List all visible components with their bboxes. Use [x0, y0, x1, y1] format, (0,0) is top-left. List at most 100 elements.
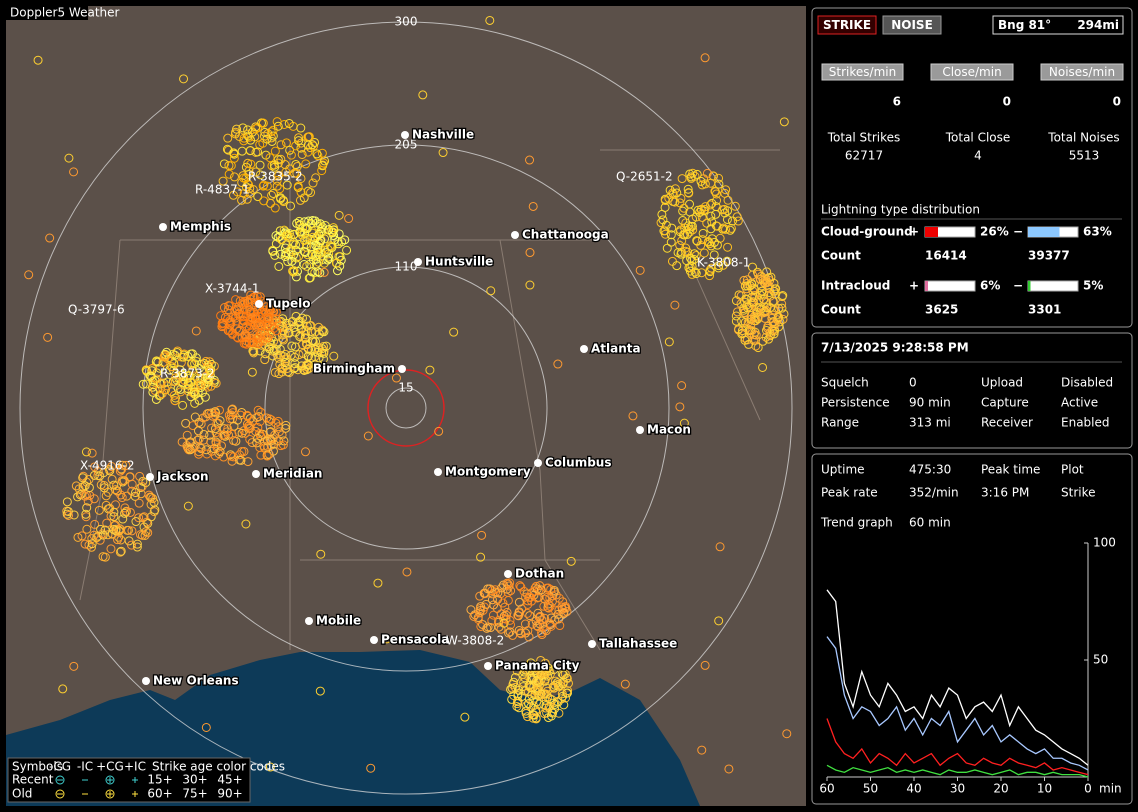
city-label: Macon	[647, 423, 691, 437]
strike-symbol	[140, 530, 150, 540]
strike-symbol	[308, 232, 318, 242]
strike-symbol	[276, 441, 286, 451]
strike-symbol	[271, 307, 281, 317]
strike-symbol	[69, 510, 79, 520]
legend-age: 15+	[147, 773, 172, 787]
strike-symbol	[118, 460, 128, 470]
strike-symbol	[295, 195, 305, 205]
strike-symbol	[672, 188, 682, 198]
strike-symbol	[162, 381, 172, 391]
city-dot	[370, 636, 378, 644]
strike-symbol	[727, 216, 737, 226]
strike-symbol	[779, 117, 789, 127]
strike-symbol	[162, 347, 172, 357]
strike-symbol	[273, 416, 283, 426]
strike-symbol	[268, 189, 278, 199]
strike-symbol	[69, 661, 79, 671]
strike-symbol	[535, 667, 545, 677]
strike-symbol	[731, 316, 741, 326]
strike-symbol	[255, 160, 265, 170]
strike-symbol	[765, 327, 775, 337]
pct-label: 63%	[1083, 225, 1112, 239]
strike-symbol	[272, 181, 282, 191]
strike-symbol	[546, 621, 556, 631]
strike-symbol	[760, 313, 770, 323]
strike-symbol	[769, 329, 779, 339]
strike-symbol	[201, 356, 211, 366]
setting-text: 90 min	[909, 396, 951, 410]
city-label: Dothan	[515, 567, 564, 581]
strike-button[interactable]	[817, 15, 877, 35]
strike-symbol	[234, 455, 244, 465]
strike-symbol	[711, 189, 721, 199]
strike-symbol	[764, 334, 774, 344]
strike-symbol	[762, 277, 772, 287]
strike-symbol	[340, 235, 350, 245]
setting-text: 313 mi	[909, 416, 951, 430]
strike-symbol	[563, 678, 573, 688]
city-dot	[142, 677, 150, 685]
strike-symbol	[699, 248, 709, 258]
legend-symbol	[105, 789, 115, 799]
strike-symbol	[237, 428, 247, 438]
strike-symbol	[740, 335, 750, 345]
strike-symbol	[282, 138, 292, 148]
strike-symbol	[287, 256, 297, 266]
strike-symbol	[747, 279, 757, 289]
strike-symbol	[62, 509, 72, 519]
strike-symbol	[274, 261, 284, 271]
sensor-label: R-3873-2	[160, 367, 215, 381]
trend-line	[826, 636, 1089, 771]
strike-symbol	[670, 300, 680, 310]
pct-bar-track	[924, 280, 976, 292]
legend-age: 90+	[217, 787, 242, 801]
strike-symbol	[731, 296, 741, 306]
strike-symbol	[310, 137, 320, 147]
pct-bar	[1028, 281, 1031, 291]
strike-symbol	[687, 255, 697, 265]
strike-symbol	[272, 117, 282, 127]
legend-box	[7, 757, 251, 803]
strike-symbol	[176, 384, 186, 394]
strike-symbol	[137, 482, 147, 492]
noise-button[interactable]	[882, 15, 942, 35]
strike-symbol	[194, 363, 204, 373]
strike-symbol	[712, 196, 722, 206]
setting-text: Range	[821, 416, 859, 430]
strike-symbol	[251, 167, 261, 177]
strike-symbol	[293, 181, 303, 191]
legend-label: Strike age color codes	[152, 760, 285, 774]
strike-symbol	[692, 169, 702, 179]
strike-symbol	[402, 567, 412, 577]
strike-symbol	[259, 180, 269, 190]
strike-symbol	[334, 252, 344, 262]
strike-symbol	[149, 497, 159, 507]
trend-line	[826, 718, 1089, 776]
legend-header: -IC	[77, 760, 93, 774]
strike-symbol	[524, 632, 534, 642]
strike-symbol	[190, 412, 200, 422]
trend-line	[826, 589, 1089, 766]
x-tick-label: 40	[906, 782, 921, 796]
strike-symbol	[116, 546, 126, 556]
strike-symbol	[300, 228, 310, 238]
strike-symbol	[164, 353, 174, 363]
strike-symbol	[174, 373, 184, 383]
rate-label: Strikes/min	[829, 65, 896, 79]
city-dot	[534, 459, 542, 467]
strike-symbol	[308, 216, 318, 226]
strike-symbol	[82, 524, 92, 534]
strike-symbol	[242, 194, 252, 204]
strike-symbol	[751, 330, 761, 340]
strike-symbol	[529, 710, 539, 720]
strike-symbol	[134, 498, 144, 508]
strike-symbol	[187, 349, 197, 359]
strike-symbol	[662, 243, 672, 253]
strike-symbol	[528, 201, 538, 211]
strike-symbol	[748, 286, 758, 296]
strike-symbol	[224, 169, 234, 179]
stat-text: 60 min	[909, 516, 951, 530]
strike-symbol	[282, 363, 292, 373]
strike-symbol	[277, 235, 287, 245]
strike-symbol	[64, 510, 74, 520]
